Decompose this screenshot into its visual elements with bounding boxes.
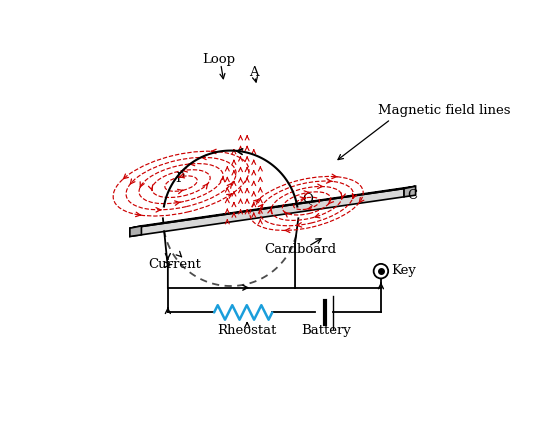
Text: A: A	[249, 66, 258, 79]
Text: Cardboard: Cardboard	[264, 243, 336, 256]
Text: Q: Q	[302, 192, 313, 205]
Polygon shape	[130, 226, 141, 236]
Circle shape	[374, 264, 388, 278]
Text: C: C	[408, 189, 417, 202]
Text: Current: Current	[148, 258, 201, 271]
Text: P: P	[176, 172, 185, 185]
Text: Rheostat: Rheostat	[217, 324, 277, 337]
Polygon shape	[130, 186, 416, 228]
Polygon shape	[404, 186, 416, 197]
Text: Loop: Loop	[202, 53, 236, 66]
Text: Magnetic field lines: Magnetic field lines	[378, 104, 510, 118]
Text: Battery: Battery	[301, 324, 351, 337]
Polygon shape	[130, 189, 404, 236]
Text: Key: Key	[391, 264, 416, 277]
